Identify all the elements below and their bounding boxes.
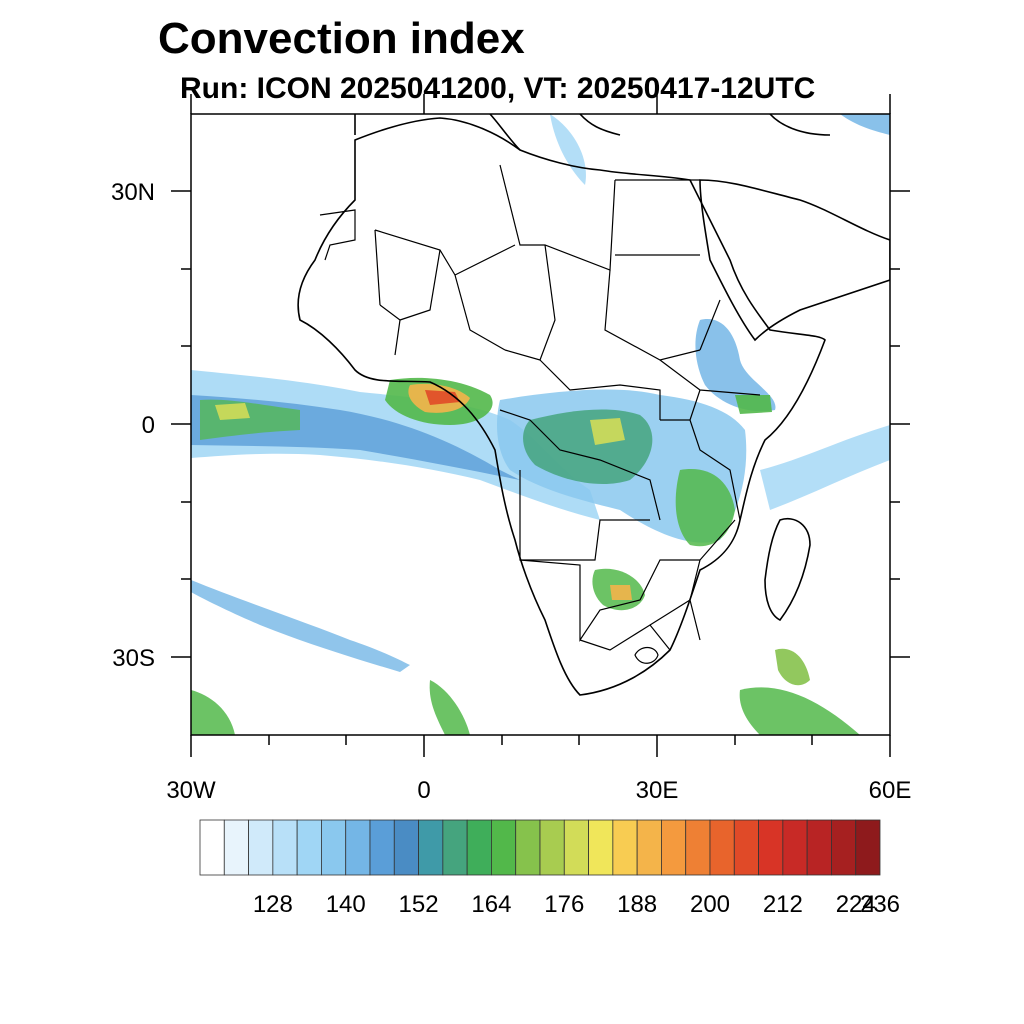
lon-label-60e: 60E (869, 777, 912, 804)
lon-label-30e: 30E (636, 777, 679, 804)
colorbar (199, 819, 881, 876)
colorbar-swatch (369, 819, 395, 876)
lon-label-0: 0 (417, 777, 430, 804)
colorbar-swatch (223, 819, 249, 876)
colorbar-swatch (393, 819, 419, 876)
colorbar-label: 236 (860, 891, 900, 918)
border-algeria (374, 229, 516, 306)
lat-label-30n: 30N (111, 179, 155, 206)
border-lesotho (634, 646, 659, 664)
colorbar-label: 152 (399, 891, 439, 918)
border-libya (499, 164, 616, 271)
atlantic-cell (429, 680, 470, 735)
colorbar-swatch (782, 819, 808, 876)
border-niger (399, 249, 506, 351)
south-atlantic-band (191, 580, 410, 672)
sw-corner-cell (191, 690, 235, 735)
colorbar-swatch (199, 819, 225, 876)
colorbar-swatch (466, 819, 492, 876)
country-borders (319, 164, 761, 664)
lat-label-30s: 30S (112, 645, 155, 672)
congo-yellow (590, 418, 625, 445)
east-africa (675, 469, 735, 547)
longitude-ticks (190, 94, 891, 757)
arabia-coastline (699, 179, 890, 342)
colorbar-swatch (588, 819, 614, 876)
colorbar-label: 176 (544, 891, 584, 918)
colorbar-swatch (345, 819, 371, 876)
border-congo (499, 359, 661, 521)
north-cell (550, 114, 586, 185)
colorbar-swatch (515, 819, 541, 876)
colorbar-swatch (612, 819, 638, 876)
colorbar-label: 164 (471, 891, 511, 918)
lon-label-30w: 30W (166, 777, 216, 804)
latitude-ticks (171, 190, 910, 658)
border-mali (379, 304, 401, 356)
colorbar-swatch (733, 819, 759, 876)
border-angola (519, 470, 650, 561)
madagascar-coastline (764, 518, 811, 622)
colorbar-swatch (855, 819, 881, 876)
itcz-yellow (215, 403, 250, 420)
colorbar-swatch (296, 819, 322, 876)
colorbar-swatch (321, 819, 347, 876)
colorbar-swatch (685, 819, 711, 876)
map-title: Convection index (158, 14, 525, 63)
colorbar-swatch (831, 819, 857, 876)
border-south-africa (579, 624, 671, 651)
colorbar-label: 188 (617, 891, 657, 918)
border-south (519, 559, 701, 642)
colorbar-label: 128 (253, 891, 293, 918)
lat-label-0: 0 (142, 412, 155, 439)
border-chad (504, 244, 556, 361)
africa-coastline (297, 117, 826, 696)
colorbar-swatch (563, 819, 589, 876)
colorbar-label: 212 (763, 891, 803, 918)
indian-ocean-band (760, 425, 890, 510)
colorbar-swatch (442, 819, 468, 876)
southeast-cell (739, 687, 860, 735)
ne-corner-cell (840, 114, 890, 135)
colorbar-swatch (539, 819, 565, 876)
colorbar-swatch (418, 819, 444, 876)
madagascar-east (775, 648, 810, 686)
colorbar-label: 224 (836, 891, 876, 918)
horn-green (735, 395, 772, 414)
colorbar-swatch (491, 819, 517, 876)
border-sudan (604, 269, 701, 361)
convection-field (191, 114, 890, 735)
colorbar-swatch (248, 819, 274, 876)
colorbar-label: 200 (690, 891, 730, 918)
colorbar-swatch (272, 819, 298, 876)
map-subtitle: Run: ICON 2025041200, VT: 20250417-12UTC (180, 72, 816, 105)
border-west-sahara (319, 209, 356, 261)
europe-coastline (354, 114, 831, 151)
horn-africa (695, 319, 776, 412)
colorbar-swatch (709, 819, 735, 876)
colorbar-swatch (636, 819, 662, 876)
botswana-core (610, 585, 632, 600)
colorbar-swatch (661, 819, 687, 876)
border-mozambique (689, 519, 736, 641)
colorbar-swatch (806, 819, 832, 876)
coastline (297, 114, 890, 696)
border-egypt (615, 179, 700, 256)
border-east (660, 389, 741, 521)
colorbar-label: 140 (326, 891, 366, 918)
colorbar-swatch (758, 819, 784, 876)
